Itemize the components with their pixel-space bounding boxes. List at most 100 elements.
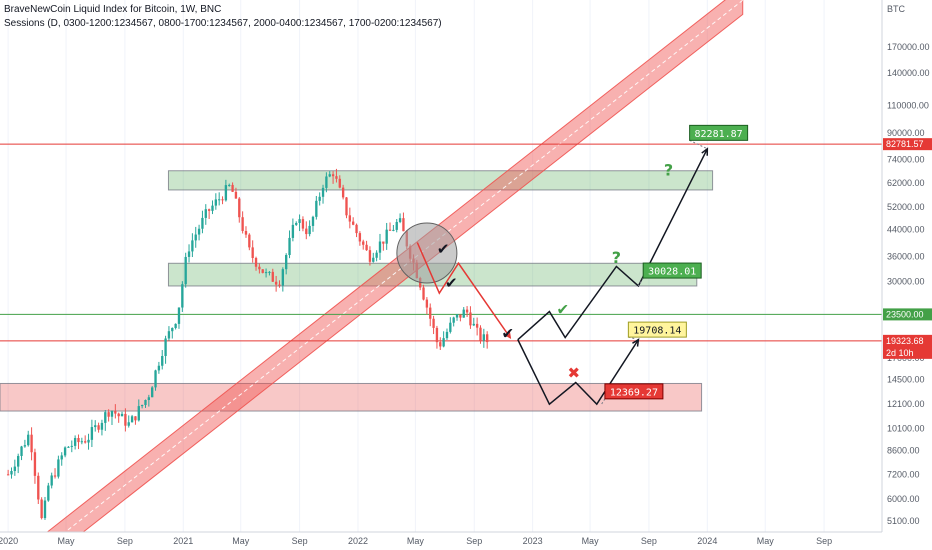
candle-body-133 (452, 317, 455, 323)
candle-body-2 (13, 466, 17, 472)
candle-body-61 (211, 205, 214, 211)
y-tick-5: 62000.00 (887, 178, 925, 188)
target-box-1 (642, 262, 702, 279)
candle-body-89 (305, 228, 308, 235)
scenario-path-0 (416, 242, 511, 338)
target-connector-1 (637, 277, 644, 287)
marker-4: ✔ (445, 274, 458, 292)
y-tick-0: 170000.00 (887, 42, 930, 52)
candle-body-52 (181, 284, 184, 308)
candle-body-3 (17, 455, 20, 467)
zone-0 (167, 170, 714, 191)
candle-body-74 (254, 258, 258, 267)
candle-body-106 (362, 241, 365, 245)
y-tick-13: 12100.00 (887, 399, 925, 409)
y-tick-15: 8600.00 (887, 445, 920, 455)
candle-body-29 (104, 412, 107, 423)
y-tick-4: 74000.00 (887, 154, 925, 164)
candle-body-76 (261, 269, 264, 273)
x-tick-10: May (582, 536, 600, 546)
candle-body-37 (130, 416, 134, 423)
candle-body-101 (345, 197, 348, 216)
candle-body-127 (432, 318, 435, 328)
level-badge-sublabel-2: 2d 10h (886, 348, 914, 358)
candle-body-41 (144, 400, 147, 406)
candle-body-13 (50, 475, 53, 486)
candle-body-16 (60, 455, 63, 460)
candle-body-80 (274, 281, 278, 285)
candle-body-19 (70, 445, 73, 447)
candle-body-4 (20, 446, 23, 456)
candle-body-47 (164, 338, 167, 357)
candle-body-97 (331, 174, 335, 177)
target-labels: 82281.87 30028.01 19708.14 12369.27 (601, 124, 749, 405)
candle-body-34 (120, 413, 124, 417)
x-tick-0: 2020 (0, 536, 18, 546)
x-tick-12: 2024 (697, 536, 717, 546)
candle-body-65 (224, 185, 228, 201)
target-label-0: 82281.87 (695, 129, 743, 140)
candle-body-42 (147, 397, 151, 401)
candle-body-83 (285, 255, 288, 270)
candle-body-67 (231, 184, 234, 192)
y-tick-8: 36000.00 (887, 252, 925, 262)
candle-body-91 (311, 216, 315, 226)
candle-body-109 (372, 257, 375, 262)
highlight-circle-shape (396, 222, 458, 284)
candle-body-66 (228, 184, 231, 186)
candle-body-53 (184, 256, 187, 285)
candle-body-98 (335, 176, 338, 179)
candle-body-117 (398, 218, 402, 222)
candle-body-39 (137, 406, 140, 421)
candle-body-25 (90, 427, 94, 440)
marker-1: ? (612, 248, 621, 267)
y-tick-14: 10100.00 (887, 424, 925, 434)
marker-2: ✔ (557, 300, 570, 318)
candle-body-27 (97, 425, 100, 430)
candle-body-93 (318, 196, 321, 201)
candle-body-115 (392, 229, 395, 231)
y-tick-6: 52000.00 (887, 202, 925, 212)
marker-0: ? (664, 160, 673, 179)
candle-body-63 (218, 199, 221, 201)
candle-body-12 (47, 485, 50, 501)
currency-label: BTC (887, 4, 906, 14)
candle-body-30 (107, 412, 110, 417)
candle-body-88 (301, 219, 305, 229)
x-tick-3: 2021 (173, 536, 193, 546)
annotation-markers: ?? ✔ ✔ ✔ ✔ ✖ (437, 160, 673, 382)
channel-band (45, 0, 744, 550)
scenario-arrowhead-0 (503, 330, 512, 339)
candle-body-6 (27, 434, 30, 446)
sessions-indicator: Sessions (D, 0300-1200:1234567, 0800-170… (4, 18, 442, 29)
level-badge-2 (883, 334, 932, 359)
candle-body-23 (84, 441, 87, 443)
candle-body-142 (482, 334, 486, 341)
candle-body-77 (264, 272, 268, 274)
candle-body-57 (197, 228, 201, 235)
rising-channel (45, 0, 744, 550)
candle-body-139 (472, 323, 475, 326)
candle-body-72 (248, 234, 251, 248)
candle-body-43 (151, 387, 154, 398)
target-connector-3 (601, 398, 606, 405)
candle-body-111 (378, 241, 382, 253)
candle-body-22 (80, 441, 84, 443)
candle-body-92 (315, 200, 318, 217)
candle-body-20 (73, 438, 77, 446)
candle-body-36 (127, 422, 130, 426)
y-tick-2: 110000.00 (887, 101, 929, 111)
candle-body-108 (368, 250, 372, 262)
candle-body-81 (278, 284, 281, 286)
candle-body-105 (358, 233, 362, 242)
y-tick-9: 30000.00 (887, 276, 925, 286)
candle-body-96 (328, 174, 331, 177)
level-badge-label-2: 19323.68 (886, 336, 924, 346)
candle-body-38 (134, 416, 137, 421)
candle-body-128 (435, 327, 439, 343)
candle-body-60 (207, 209, 211, 211)
target-label-1: 30028.01 (648, 267, 696, 278)
candle-body-33 (117, 413, 120, 417)
